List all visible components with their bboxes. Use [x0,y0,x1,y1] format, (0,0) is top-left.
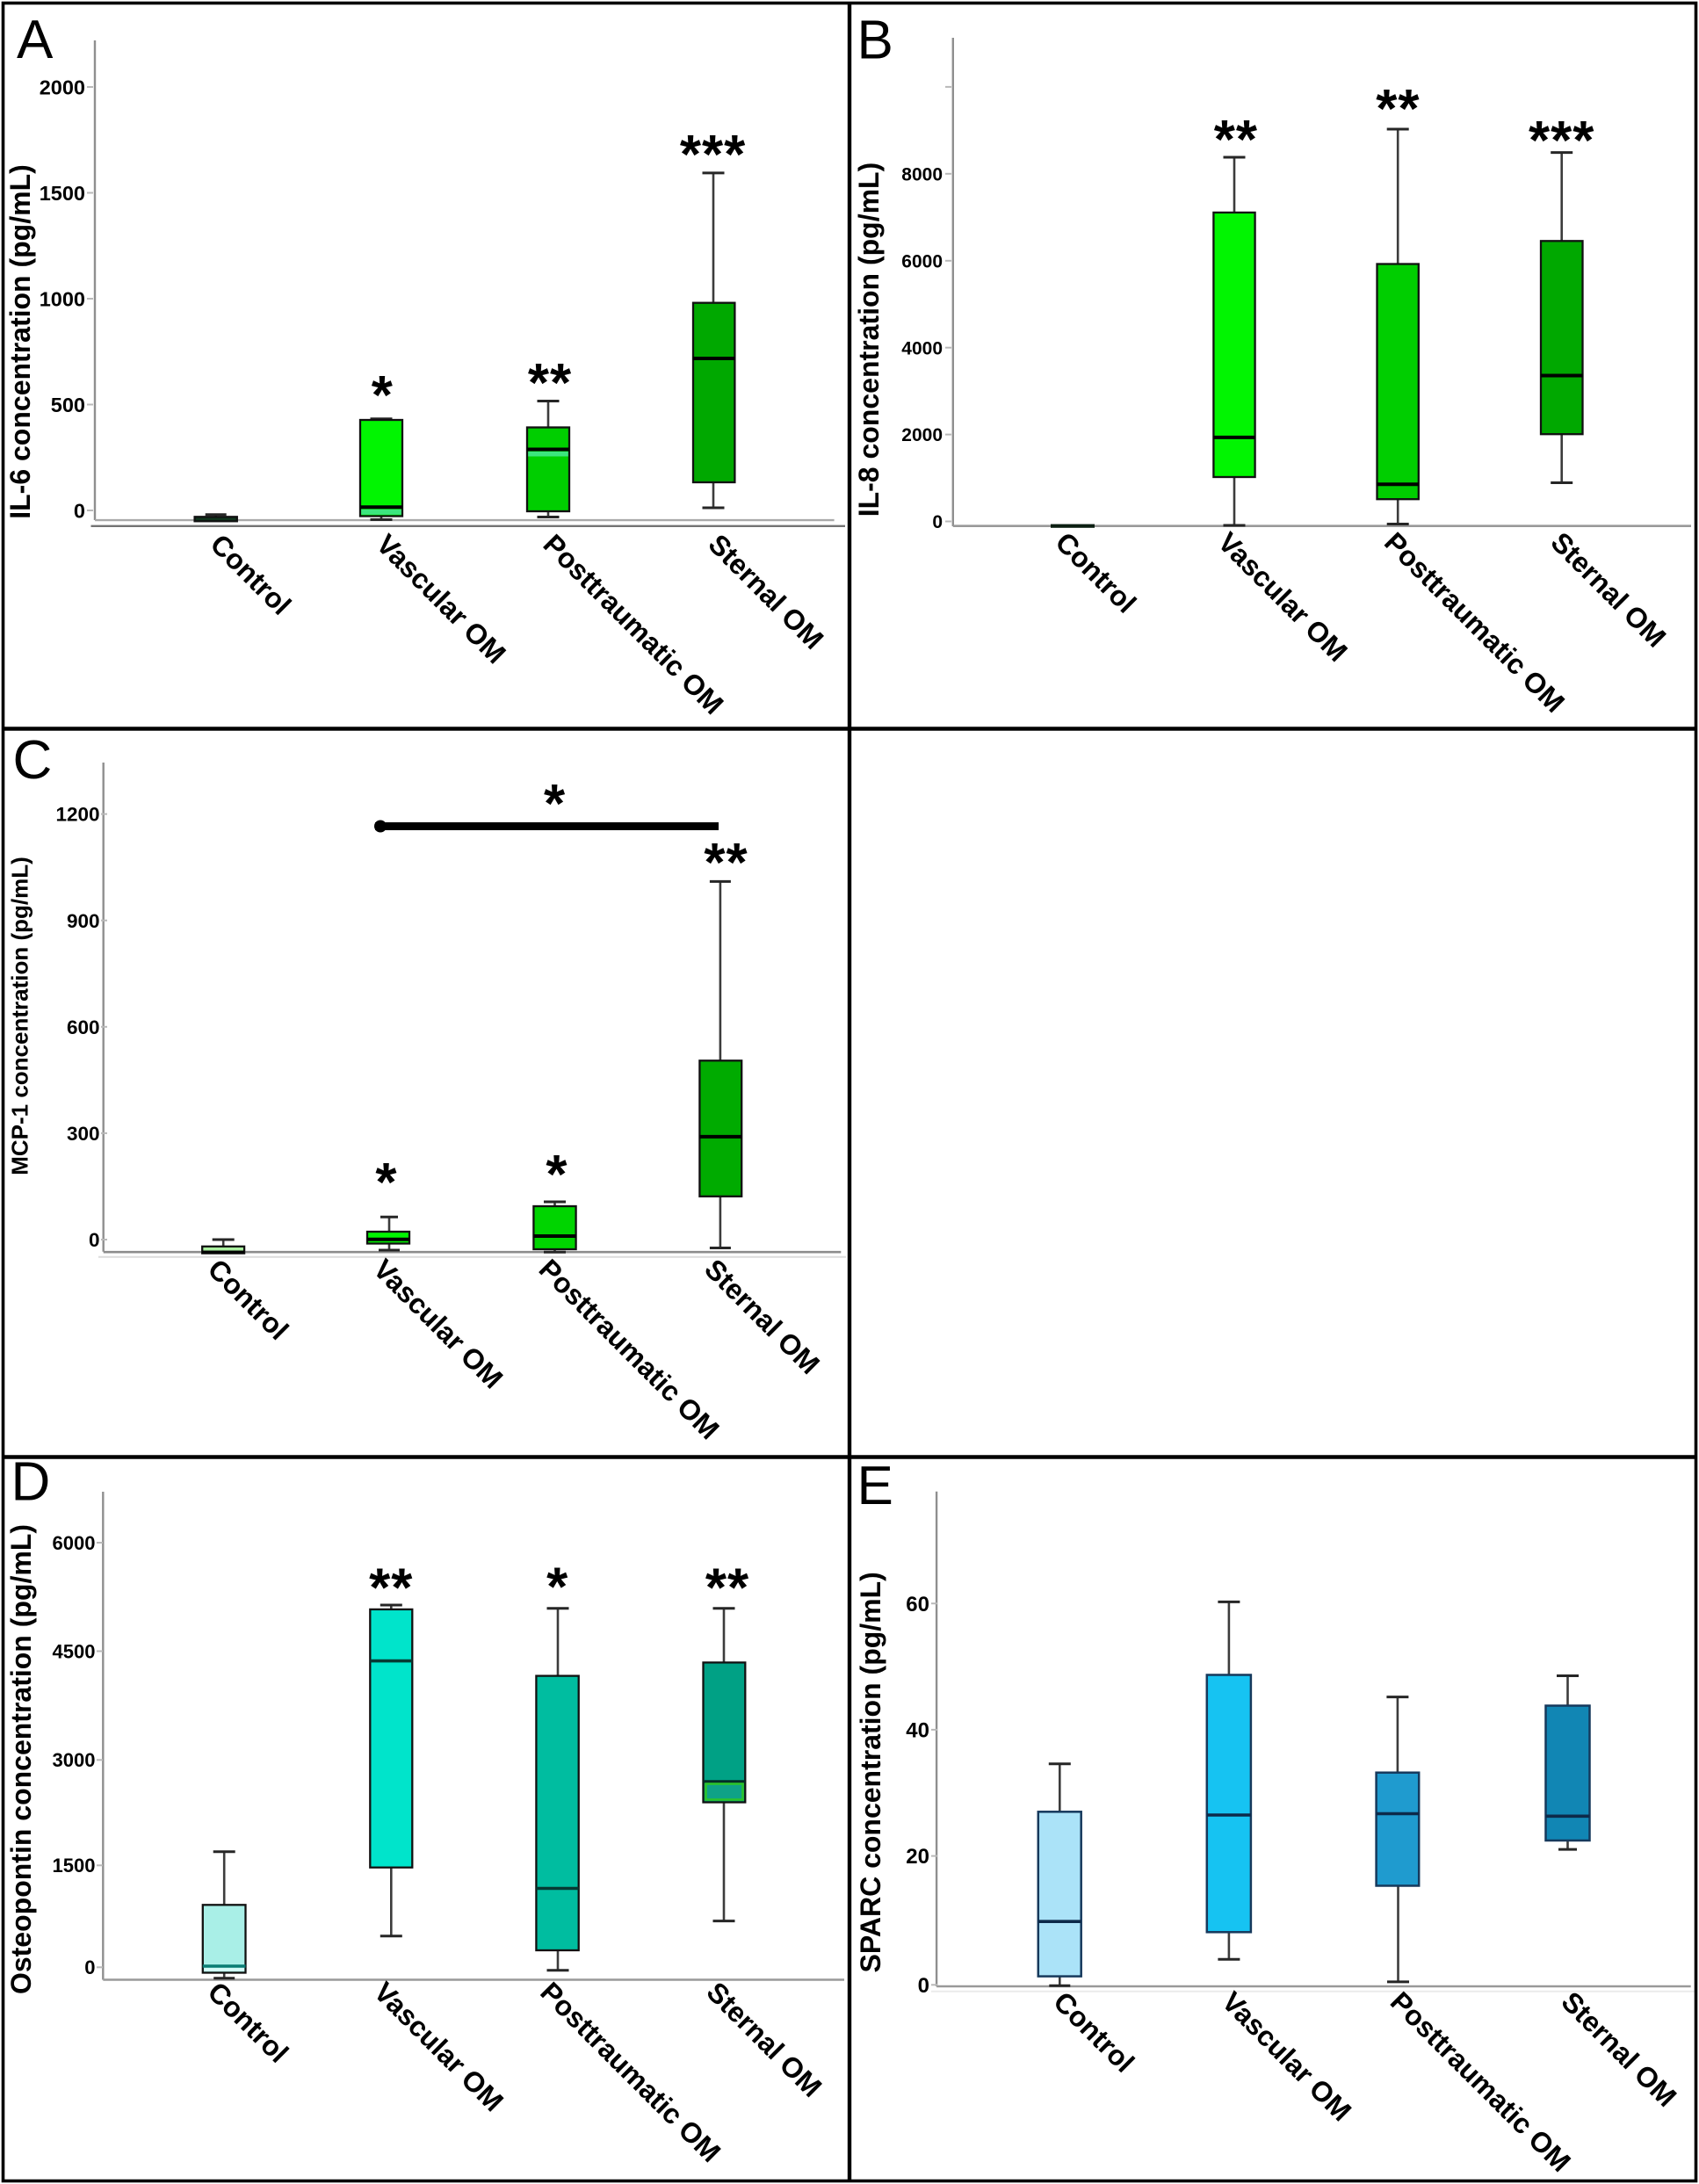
svg-text:*: * [546,1558,568,1618]
svg-text:**: ** [704,833,748,893]
svg-text:1500: 1500 [53,1855,96,1877]
svg-text:B: B [857,11,893,71]
svg-text:0: 0 [84,1956,95,1978]
svg-text:*: * [544,774,566,835]
svg-text:*: * [546,1145,568,1205]
svg-text:**: ** [705,1558,749,1619]
svg-text:4500: 4500 [53,1640,96,1662]
svg-text:**: ** [369,1558,413,1619]
svg-text:4000: 4000 [901,338,943,358]
svg-text:2000: 2000 [40,76,85,98]
svg-text:300: 300 [67,1123,100,1145]
svg-text:***: *** [680,125,746,185]
svg-text:6000: 6000 [901,251,943,271]
svg-text:**: ** [528,353,572,414]
svg-text:E: E [857,1456,893,1516]
svg-text:40: 40 [906,1719,929,1743]
svg-text:600: 600 [67,1016,100,1038]
svg-text:1200: 1200 [55,804,99,826]
svg-text:1000: 1000 [40,287,85,310]
svg-text:***: *** [1529,111,1594,171]
svg-text:SPARC concentration (pg/mL): SPARC concentration (pg/mL) [855,1572,886,1972]
svg-text:MCP-1 concentration (pg/mL): MCP-1 concentration (pg/mL) [7,857,33,1175]
svg-text:IL-6 concentration (pg/mL): IL-6 concentration (pg/mL) [4,164,36,519]
svg-text:2000: 2000 [901,425,943,445]
svg-text:**: ** [1214,110,1258,170]
svg-text:3000: 3000 [53,1749,96,1771]
svg-text:900: 900 [67,910,100,932]
svg-text:0: 0 [918,1974,929,1998]
svg-text:Osteopontin concentration (pg/: Osteopontin concentration (pg/mL) [5,1524,37,1994]
svg-text:0: 0 [89,1229,100,1251]
svg-text:0: 0 [74,499,85,522]
svg-text:*: * [372,365,394,426]
svg-text:**: ** [1376,79,1420,140]
svg-text:60: 60 [906,1593,929,1616]
svg-text:IL-8 concentration (pg/mL): IL-8 concentration (pg/mL) [853,163,885,517]
svg-text:C: C [13,730,53,791]
svg-text:500: 500 [51,394,85,416]
svg-text:6000: 6000 [53,1532,96,1554]
svg-text:8000: 8000 [901,164,943,184]
svg-text:1500: 1500 [40,182,85,205]
svg-text:D: D [11,1452,51,1513]
svg-text:0: 0 [932,512,943,532]
svg-text:20: 20 [906,1845,929,1869]
svg-text:*: * [375,1153,397,1213]
svg-text:A: A [17,10,54,70]
